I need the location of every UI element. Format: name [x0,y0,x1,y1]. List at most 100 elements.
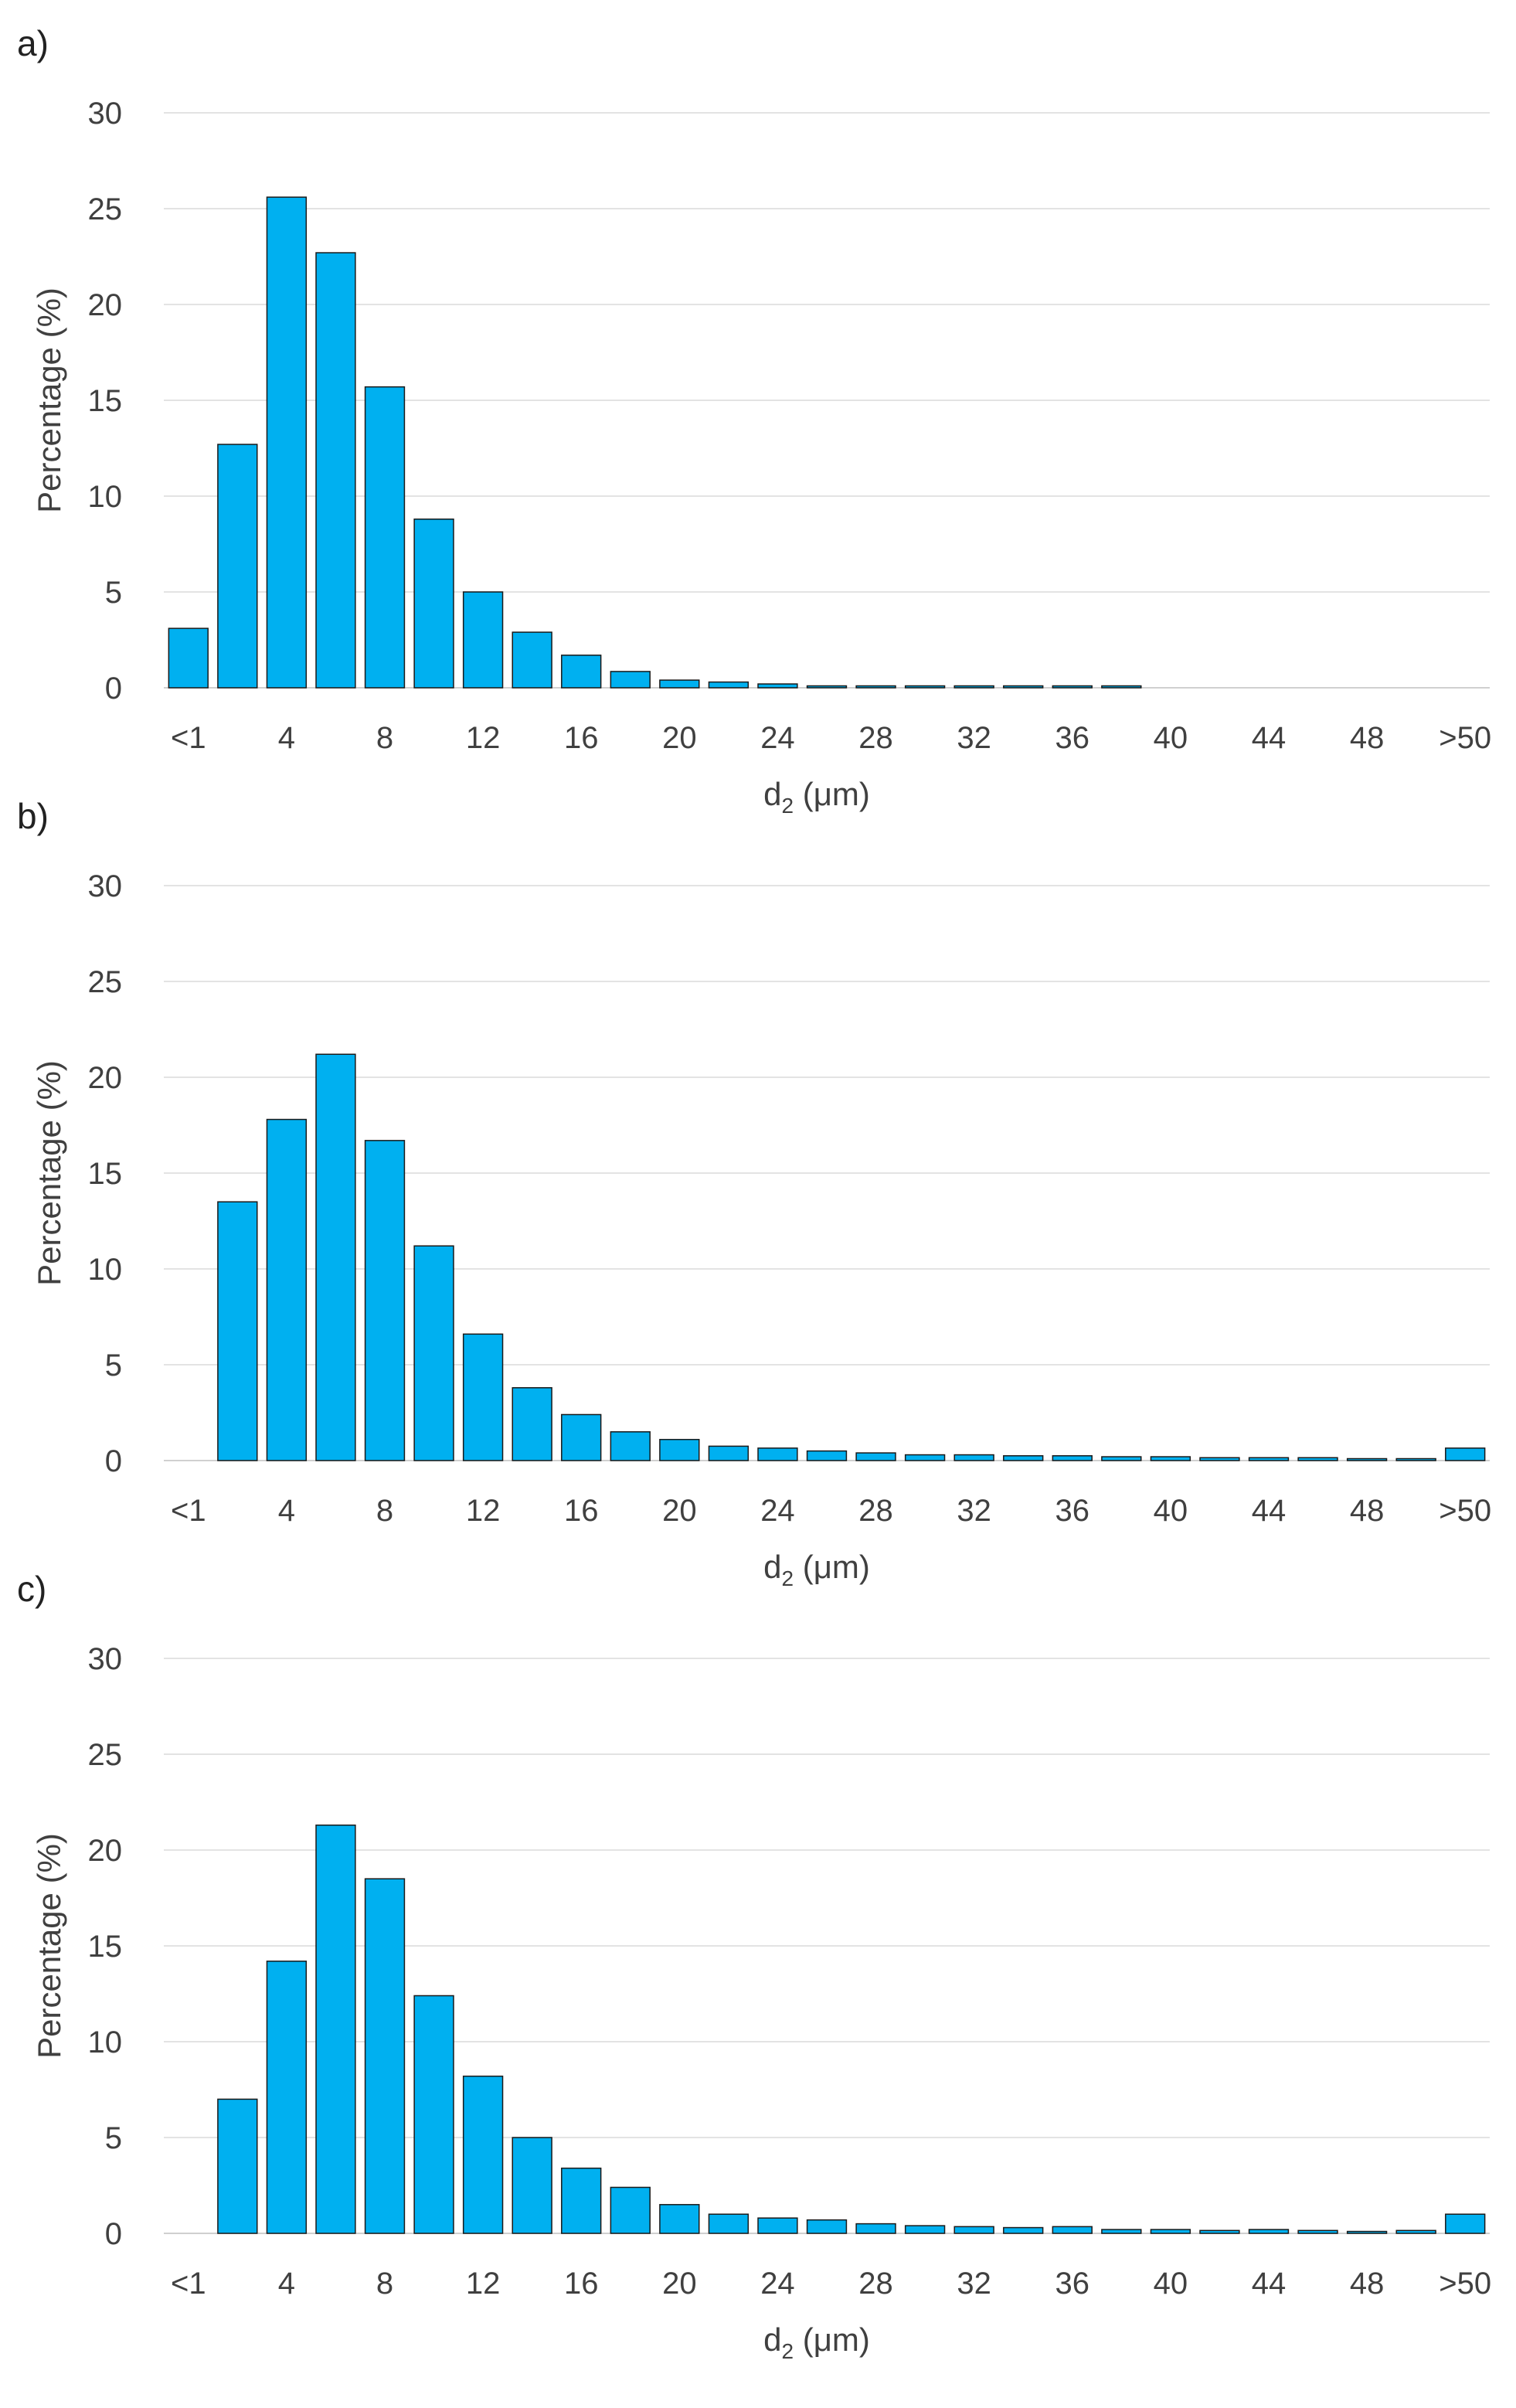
x-tick-label: 28 [858,2267,893,2301]
x-tick-label: 8 [376,721,393,755]
bar-38 [1101,685,1142,689]
bar-10 [413,1995,454,2234]
bar-<1 [168,628,209,689]
y-tick-label: 5 [105,576,122,610]
bar-10 [413,519,454,689]
panel-label: a) [17,23,49,63]
bar-26 [806,1450,848,1461]
y-tick-label: 20 [88,1834,123,1868]
x-tick-label: 48 [1350,2267,1385,2301]
x-tick-label: 24 [760,1494,795,1528]
bar-28 [855,685,896,689]
x-tick-label: >50 [1439,2267,1491,2301]
bar-32 [953,2226,994,2234]
x-axis-title-unit: (μm) [794,776,870,812]
bar-38 [1101,1456,1142,1461]
bar-10 [413,1245,454,1461]
bar-12 [462,1333,504,1461]
x-axis-title-subscript: 2 [781,1566,794,1590]
y-tick-label: 10 [88,1253,123,1287]
bar-36 [1052,2226,1093,2234]
bar-32 [953,685,994,689]
bar-2 [217,2098,258,2234]
x-tick-label: 20 [662,721,697,755]
bar-14 [512,631,552,689]
bar-2 [217,444,258,689]
y-tick-label: 30 [88,97,123,131]
x-tick-label: 12 [466,1494,501,1528]
bar->50 [1445,1447,1486,1461]
bar-8 [364,1878,406,2234]
bar-6 [315,252,356,689]
x-tick-label: 36 [1055,721,1090,755]
bar-16 [561,1413,602,1461]
bar-6 [315,1053,356,1461]
x-tick-label: 16 [564,2267,599,2301]
x-tick-label: <1 [171,721,206,755]
x-tick-label: 8 [376,1494,393,1528]
bar-4 [266,196,308,689]
bar-8 [364,386,406,689]
x-tick-label: 24 [760,2267,795,2301]
x-tick-label: 16 [564,721,599,755]
x-tick-label: 28 [858,721,893,755]
bar-8 [364,1140,406,1461]
y-tick-label: 15 [88,1157,123,1191]
y-tick-label: 25 [88,965,123,999]
x-tick-label: 44 [1252,2267,1287,2301]
bar-48 [1346,1457,1388,1461]
x-axis-title-main: d [763,776,781,812]
y-tick-label: 10 [88,2025,123,2059]
x-tick-label: 24 [760,721,795,755]
bar-20 [659,1438,700,1461]
x-tick-label: 48 [1350,1494,1385,1528]
bar-42 [1199,2229,1240,2234]
y-tick-label: 0 [105,1444,122,1478]
y-axis-title: Percentage (%) [31,1833,67,2059]
bar-18 [610,1431,651,1461]
bar-22 [708,681,750,689]
bar-18 [610,671,651,689]
bar-28 [855,1452,896,1461]
y-tick-label: 15 [88,1930,123,1964]
x-tick-label: 28 [858,1494,893,1528]
y-tick-label: 30 [88,1642,123,1676]
bar-6 [315,1825,356,2234]
bar-16 [561,2167,602,2234]
y-tick-label: 5 [105,1349,122,1383]
x-tick-label: 20 [662,2267,697,2301]
x-tick-label: >50 [1439,1494,1491,1528]
bar-40 [1150,2229,1191,2234]
x-tick-label: 36 [1055,2267,1090,2301]
x-tick-label: 12 [466,721,501,755]
x-tick-label: 20 [662,1494,697,1528]
y-tick-label: 15 [88,384,123,418]
bar-12 [462,591,504,689]
x-tick-label: 44 [1252,721,1287,755]
bar-26 [806,685,848,689]
x-tick-label: 16 [564,1494,599,1528]
x-axis-title-main: d [763,2321,781,2358]
bar-40 [1150,1456,1191,1461]
x-tick-label: 12 [466,2267,501,2301]
x-tick-label: 32 [957,1494,991,1528]
x-tick-label: >50 [1439,721,1491,755]
x-tick-label: 8 [376,2267,393,2301]
x-axis-title-unit: (μm) [794,1549,870,1585]
bar-34 [1003,685,1044,689]
bar-22 [708,2213,750,2234]
x-tick-label: 40 [1154,721,1188,755]
bar-44 [1248,2229,1290,2234]
bar-30 [904,2225,946,2234]
x-axis-title-main: d [763,1549,781,1585]
bar-30 [904,1454,946,1461]
panel-label: c) [17,1569,46,1609]
bar-28 [855,2223,896,2234]
bar-16 [561,655,602,689]
bar-14 [512,1387,552,1461]
x-tick-label: 36 [1055,1494,1090,1528]
bar-20 [659,2204,700,2234]
x-axis-title: d2 (μm) [763,776,870,818]
